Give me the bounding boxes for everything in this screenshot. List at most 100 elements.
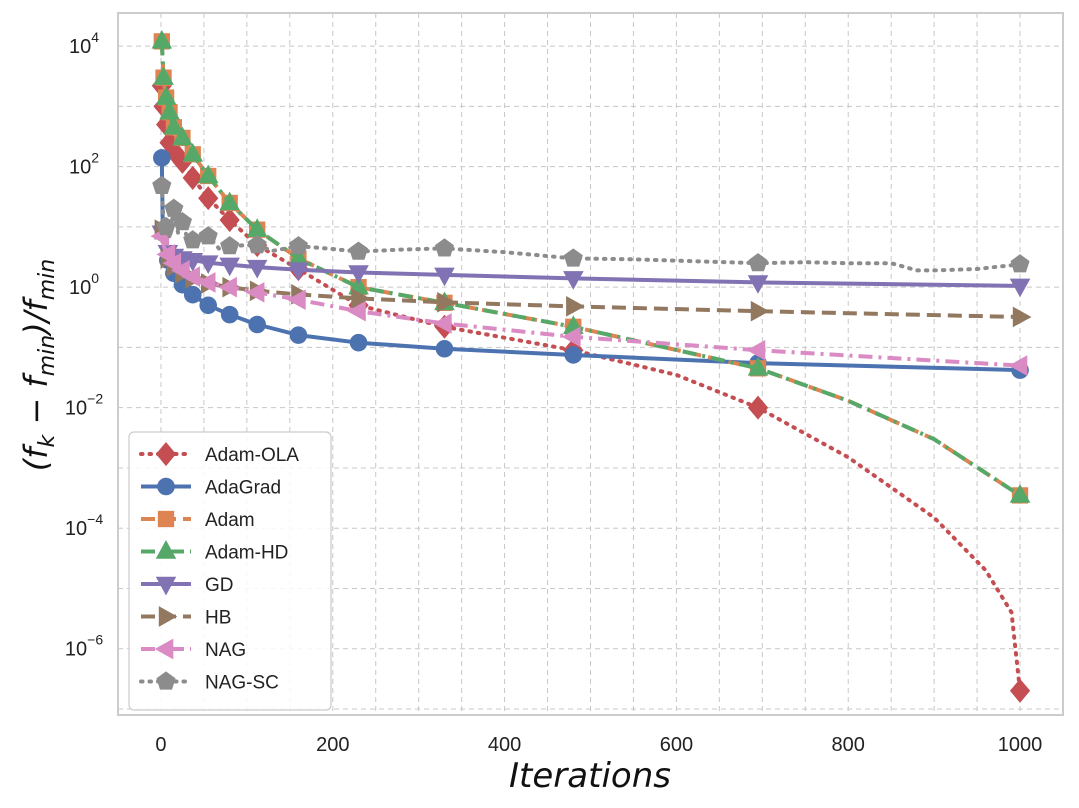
data-point-gd: [288, 262, 309, 282]
data-point-nag-sc: [156, 216, 176, 236]
legend-box: [128, 431, 332, 711]
legend-label: Adam-OLA: [205, 445, 299, 466]
legend: Adam-OLA AdaGrad Adam Adam-HD GD HB NAG NAG-SC: [128, 431, 332, 711]
legend-label: NAG: [205, 640, 246, 661]
series-nag-sc: [152, 175, 1030, 273]
data-point-nag-sc: [434, 238, 454, 257]
data-point-adam-ola: [182, 165, 203, 190]
data-point-nag-sc: [172, 212, 192, 231]
data-point-gd: [434, 267, 455, 287]
data-point-gd: [219, 257, 240, 277]
data-point-adam-hd: [155, 86, 177, 105]
data-point-adam-ola: [747, 395, 769, 420]
data-point-adam-hd: [1009, 484, 1031, 503]
x-tick-label: 200: [316, 734, 349, 756]
series-line-nag-sc: [159, 183, 1022, 273]
data-point-adagrad: [435, 339, 454, 358]
legend-marker: [154, 638, 174, 660]
data-point-nag: [746, 339, 766, 361]
legend-entry-hb: HB: [141, 606, 231, 629]
data-point-adam-hd: [159, 100, 180, 120]
legend-marker: [158, 606, 178, 627]
y-tick-label: 10−6: [65, 632, 103, 661]
data-point-nag: [245, 282, 265, 303]
legend-entry-adam: Adam: [141, 510, 255, 531]
data-point-nag: [181, 266, 200, 287]
data-point-adagrad: [248, 315, 266, 334]
data-point-hb: [437, 292, 456, 313]
legend-entry-nag-sc: NAG-SC: [139, 671, 279, 694]
legend-marker: [155, 442, 177, 467]
series-adam-hd: [151, 29, 1031, 503]
data-point-adagrad: [220, 305, 239, 324]
legend-label: NAG-SC: [205, 673, 279, 694]
data-point-nag-sc: [220, 236, 240, 255]
data-point-adagrad: [289, 326, 308, 344]
legend-entry-adagrad: AdaGrad: [141, 478, 281, 499]
y-tick-label: 102: [69, 150, 99, 179]
data-point-gd: [1009, 278, 1031, 298]
legend-label: HB: [205, 608, 231, 629]
data-point-hb: [1012, 306, 1032, 328]
data-point-nag-sc: [563, 248, 583, 267]
legend-entry-adam-ola: Adam-OLA: [139, 442, 299, 467]
data-point-gd: [197, 255, 219, 275]
data-point-nag-sc: [1010, 254, 1030, 273]
x-tick-label: 0: [155, 734, 166, 756]
legend-entry-gd: GD: [141, 575, 234, 596]
data-point-adam-hd: [151, 29, 173, 49]
data-point-nag-sc: [152, 175, 172, 194]
legend-label: AdaGrad: [205, 478, 281, 499]
data-point-nag-sc: [247, 234, 267, 254]
data-point-adam-hd: [197, 164, 219, 184]
data-point-nag: [196, 272, 216, 293]
data-point-nag-sc: [198, 226, 218, 245]
tick-labels: 0 200 400 600 800 1000 104 102 100 10−2 10−4 10−6: [65, 29, 1042, 756]
data-point-nag: [433, 313, 452, 334]
legend-marker: [155, 540, 177, 559]
data-point-hb: [566, 296, 585, 317]
data-point-adagrad: [153, 149, 171, 167]
y-tick-label: 10−4: [65, 511, 103, 540]
data-point-adagrad: [183, 285, 202, 304]
data-point-adam-hd: [747, 356, 769, 376]
data-point-nag: [218, 276, 237, 298]
data-point-adam-hd: [163, 115, 185, 135]
data-point-nag: [1008, 355, 1028, 376]
y-tick-label: 104: [69, 29, 99, 58]
data-point-nag-sc: [164, 198, 184, 217]
data-point-gd: [246, 259, 268, 279]
data-point-nag: [561, 326, 581, 348]
legend-marker: [155, 576, 177, 596]
data-point-gd: [348, 265, 369, 284]
y-tick-label: 10−2: [65, 391, 103, 420]
data-point-nag-sc: [349, 241, 369, 260]
legend-entry-nag: NAG: [141, 638, 246, 661]
y-tick-label: 100: [69, 270, 99, 299]
data-point-gd: [747, 275, 769, 294]
data-point-nag-sc: [748, 253, 768, 272]
data-point-adam-hd: [219, 191, 240, 211]
data-point-adam-hd: [153, 66, 174, 85]
data-point-hb: [750, 300, 770, 322]
series-layer: [150, 29, 1032, 703]
data-point-nag: [347, 300, 366, 322]
data-point-nag: [287, 289, 306, 310]
data-point-adam-ola: [198, 186, 219, 211]
legend-marker: [156, 671, 176, 690]
legend-label: GD: [205, 575, 234, 596]
x-tick-label: 800: [832, 734, 865, 756]
legend-label: Adam: [205, 510, 255, 531]
legend-label: Adam-HD: [205, 543, 288, 564]
x-tick-label: 400: [488, 734, 521, 756]
data-point-adagrad: [564, 346, 583, 364]
data-point-adam-ola: [1009, 678, 1031, 703]
data-point-adagrad: [199, 296, 217, 315]
data-point-gd: [563, 271, 584, 290]
data-point-hb: [351, 288, 370, 309]
legend-marker: [157, 477, 175, 496]
x-axis-title: Iterations: [509, 756, 671, 796]
y-axis-title: (fk − fmin)/fmin: [17, 259, 60, 471]
data-point-adam-hd: [172, 126, 193, 146]
